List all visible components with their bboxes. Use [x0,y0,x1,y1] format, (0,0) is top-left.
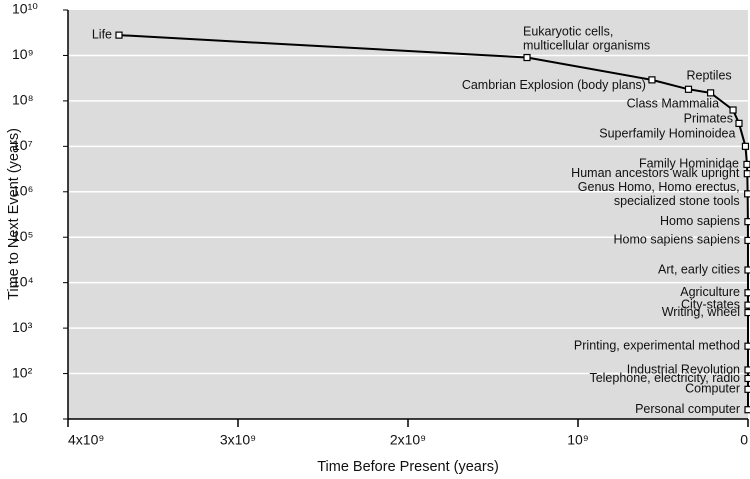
y-tick-label: 10⁴ [12,273,34,289]
data-point [744,342,750,350]
y-tick-label: 10⁵ [12,228,33,244]
event-label: Life [92,27,112,41]
data-point [115,31,123,39]
event-label: Eukaryotic cells, multicellular organisms [523,25,650,53]
event-label: Class Mammalia [627,96,719,110]
event-label: Writing, wheel [662,305,740,319]
x-tick-label: 10⁹ [567,432,589,448]
event-label: Human ancestors walk upright [571,166,740,180]
y-tick-label: 10¹⁰ [12,1,38,17]
data-line [118,34,749,410]
y-tick-label: 10⁸ [12,92,34,108]
y-tick-label: 10³ [12,319,33,335]
y-tick-label: 10² [12,364,33,380]
data-point [741,142,750,150]
data-point [744,374,750,383]
y-axis-title: Time to Next Event (years) [6,128,22,300]
data-point [648,76,656,84]
data-point [735,119,743,127]
event-label: Industrial Revolution [627,362,740,376]
data-point [743,170,750,178]
data-point [744,385,750,393]
data-point [706,89,715,97]
y-tick-label: 10⁹ [12,46,34,62]
event-label: Superfamily Hominoidea [599,127,735,141]
data-point [729,106,737,114]
data-point [523,53,531,62]
x-tick-label: 3x10⁹ [220,432,256,448]
data-point [744,218,750,226]
plot-background [68,10,748,419]
event-label: Personal computer [635,402,740,416]
event-label: City-states [681,297,740,311]
event-label: Genus Homo, Homo erectus, specialized sto… [578,180,740,208]
x-tick-label: 0 [740,432,748,448]
y-tick-label: 10⁶ [12,182,33,198]
y-tick-label: 10⁷ [12,137,33,153]
event-label: Agriculture [680,285,740,299]
data-point [744,406,750,414]
event-label: Telephone, electricity, radio [589,371,740,385]
data-point [744,308,750,317]
event-label: Reptiles [687,69,732,83]
event-label: Printing, experimental method [574,338,740,352]
event-label: Homo sapiens [660,214,740,228]
event-label: Homo sapiens sapiens [614,233,740,247]
event-label: Cambrian Explosion (body plans) [462,78,646,92]
event-label: Primates [684,112,733,126]
event-label: Family Hominidae [639,157,739,171]
data-point [743,160,750,169]
data-point [744,301,750,309]
data-point [744,366,750,374]
data-point [744,236,750,245]
data-point [744,190,750,198]
event-label: Art, early cities [658,262,740,276]
y-tick-label: 10 [12,410,28,426]
data-point [684,85,693,93]
data-point [744,266,750,274]
x-tick-label: 4x10⁹ [68,432,104,448]
data-point [744,289,750,297]
x-axis-title: Time Before Present (years) [317,459,499,475]
event-label: Computer [685,382,740,396]
x-tick-label: 2x10⁹ [390,432,426,448]
